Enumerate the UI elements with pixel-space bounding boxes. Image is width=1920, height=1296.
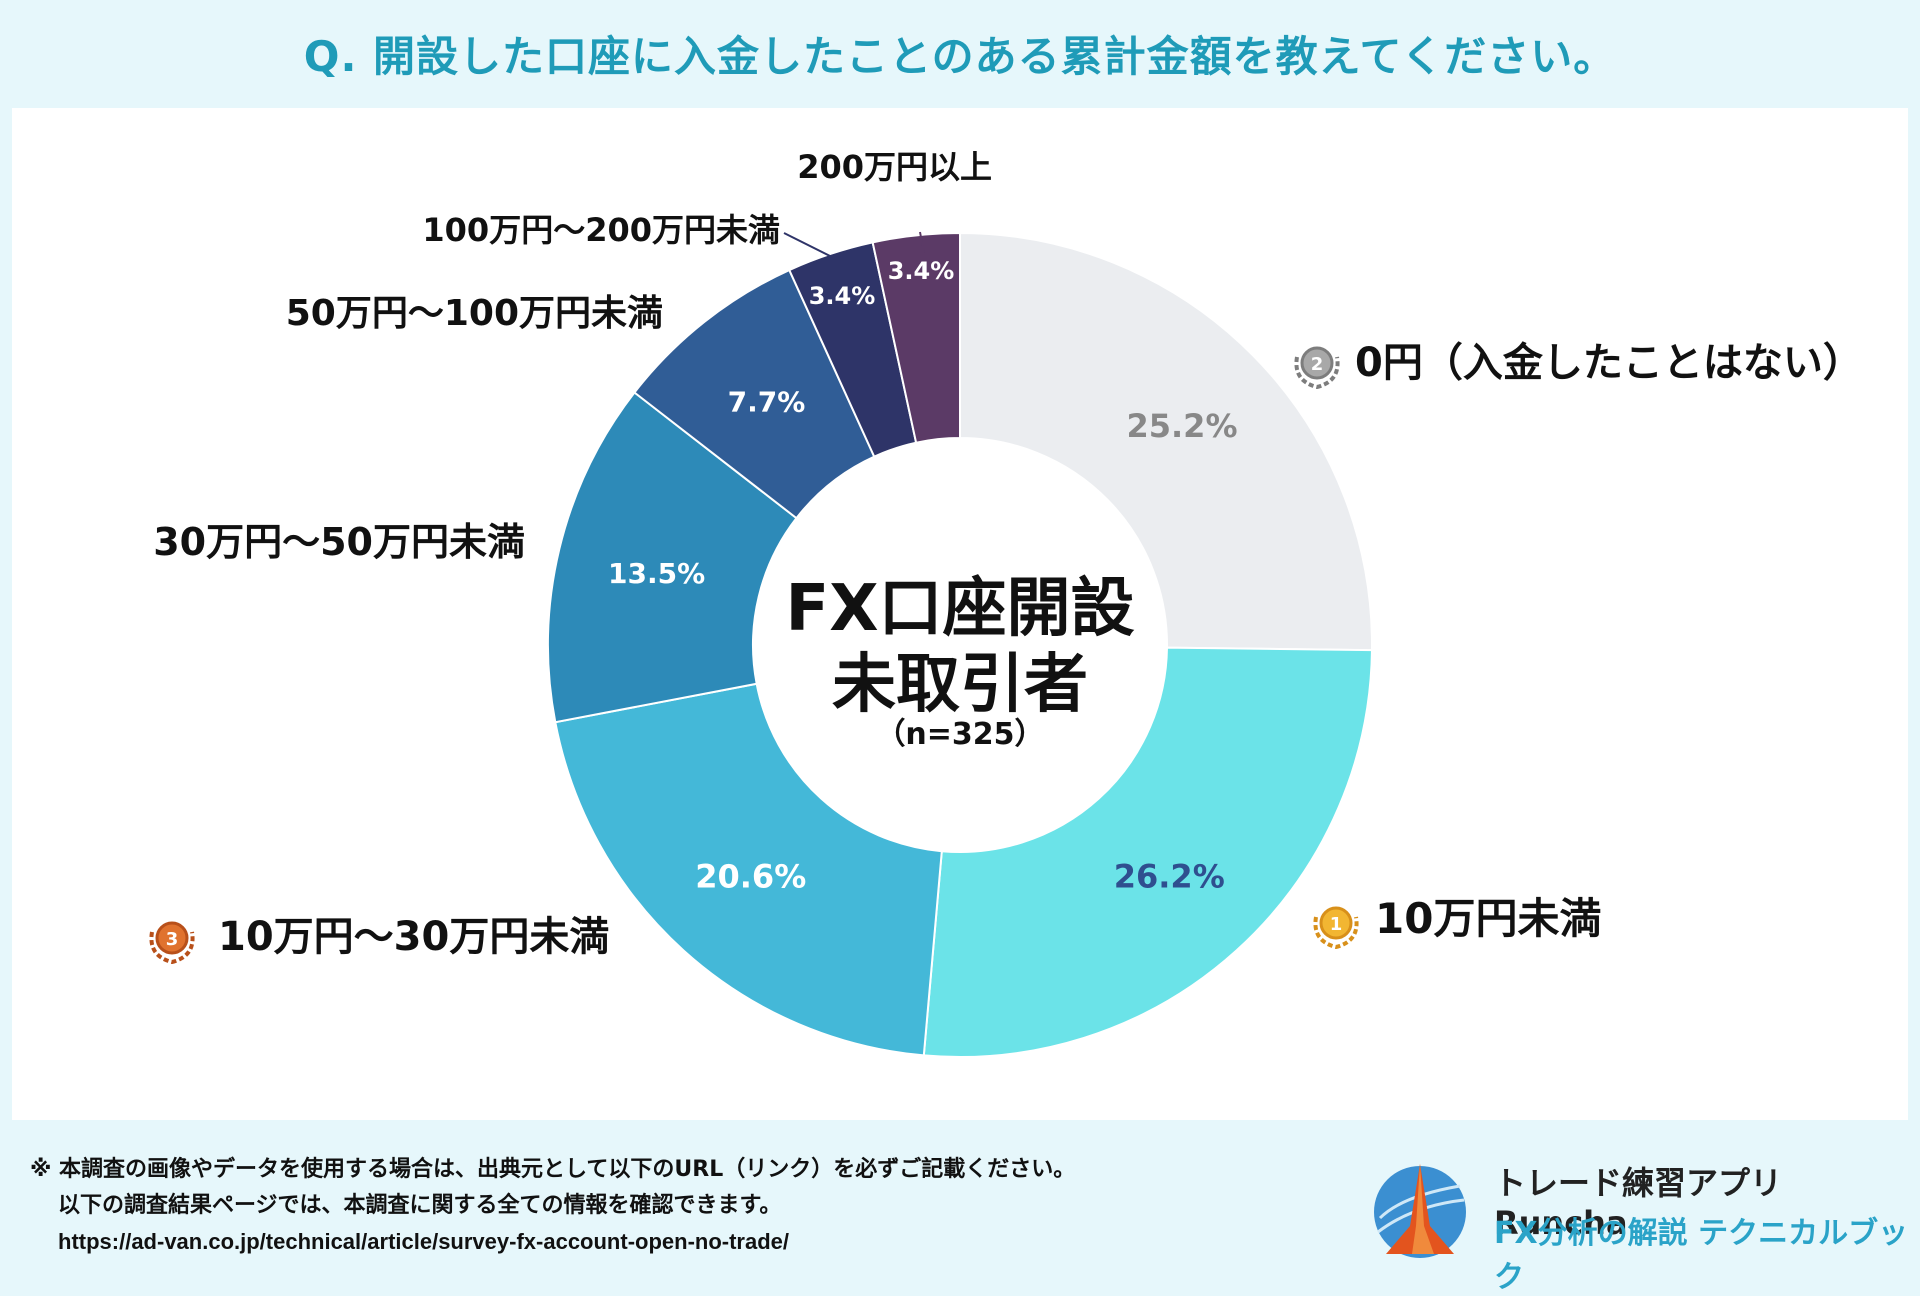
- rank-medal-2-icon: 2: [1294, 346, 1340, 390]
- pct-label-1m-2m: 3.4%: [809, 282, 876, 310]
- source-url-link[interactable]: https://ad-van.co.jp/technical/article/s…: [58, 1229, 790, 1254]
- category-label-over-2m: 200万円以上: [797, 148, 992, 186]
- runcha-logo-icon: [1374, 1164, 1466, 1258]
- brand-app-name: トレード練習アプリ Runcha: [1494, 1164, 1783, 1242]
- center-title-line1: FX口座開設: [785, 572, 1134, 646]
- footer-note-line1: ※ 本調査の画像やデータを使用する場合は、出典元として以下のURL（リンク）を必…: [30, 1157, 1076, 1182]
- svg-text:1: 1: [1330, 914, 1343, 935]
- category-label-zero-yen: 0円（入金したことはない）: [1355, 340, 1863, 386]
- category-label-100k-300k: 10万円〜30万円未満: [218, 914, 609, 960]
- rank-medal-3-icon: 3: [149, 921, 195, 965]
- leader-line-1m-2m: [783, 232, 833, 258]
- center-sample-size: （n=325）: [875, 717, 1044, 752]
- category-label-1m-2m: 100万円〜200万円未満: [422, 211, 780, 249]
- slice-zero-yen[interactable]: [959, 231, 1373, 652]
- rank-medal-1-icon: 1: [1313, 906, 1359, 950]
- pct-label-100k-300k: 20.6%: [695, 857, 806, 895]
- footer-note: ※ 本調査の画像やデータを使用する場合は、出典元として以下のURL（リンク）を必…: [30, 1152, 1310, 1260]
- slice-300k-500k[interactable]: [547, 391, 798, 724]
- pct-label-500k-1m: 7.7%: [728, 385, 806, 418]
- chart-title: Q. 開設した口座に入金したことのある累計金額を教えてください。: [303, 31, 1617, 81]
- slice-under-100k[interactable]: [922, 646, 1373, 1058]
- svg-text:2: 2: [1311, 354, 1324, 375]
- pct-label-under-100k: 26.2%: [1114, 857, 1225, 895]
- slice-over-2m[interactable]: [871, 231, 961, 444]
- donut-chart: 25.2% 26.2% 20.6% 13.5% 7.7% 3.4% 3.4% 0円（入金した…: [149, 148, 1863, 1058]
- brand-logo-block: トレード練習アプリ Runcha FX分析の解説 テクニカルブック: [1372, 1148, 1912, 1295]
- pct-label-300k-500k: 13.5%: [608, 557, 705, 590]
- footer-note-line2: 以下の調査結果ページでは、本調査に関する全ての情報を確認できます。: [58, 1193, 782, 1218]
- pct-label-zero-yen: 25.2%: [1126, 407, 1237, 445]
- svg-text:3: 3: [166, 929, 179, 950]
- category-label-500k-1m: 50万円〜100万円未満: [286, 293, 663, 334]
- slice-100k-300k[interactable]: [554, 682, 943, 1057]
- center-title-line2: 未取引者: [832, 648, 1088, 722]
- pct-label-over-2m: 3.4%: [888, 257, 955, 285]
- category-label-under-100k: 10万円未満: [1375, 894, 1601, 943]
- leader-line-over-2m: [919, 231, 925, 254]
- category-label-300k-500k: 30万円〜50万円未満: [153, 520, 525, 564]
- brand-subtitle: FX分析の解説 テクニカルブック: [1494, 1216, 1909, 1295]
